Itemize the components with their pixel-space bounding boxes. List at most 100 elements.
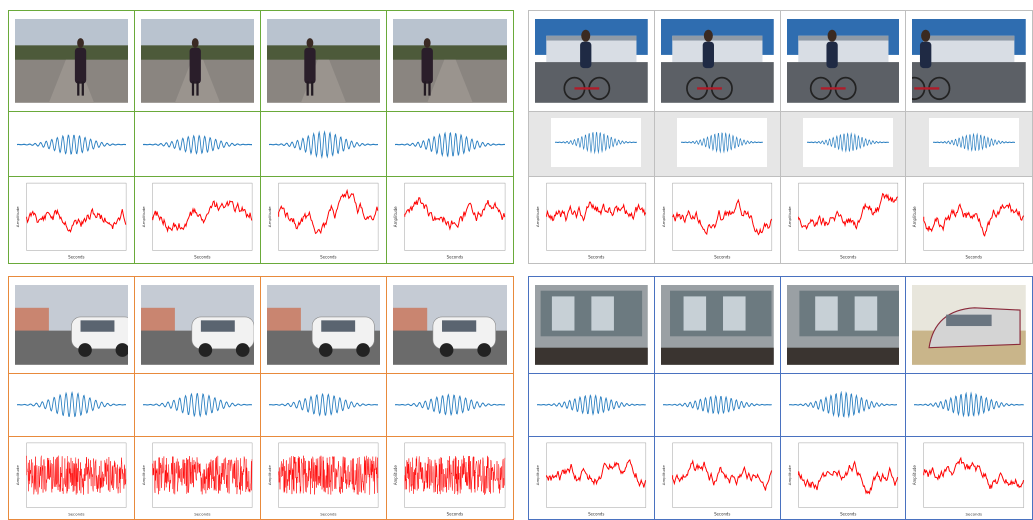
waveform-thumbnail [387, 373, 513, 437]
y-axis-label: Amplitude [661, 206, 666, 227]
y-axis-label: Amplitude [786, 464, 791, 485]
x-axis-label: Seconds [588, 511, 604, 516]
y-axis-label: Amplitude [141, 464, 146, 485]
frame-thumbnail [9, 11, 135, 112]
x-axis-label: Seconds [447, 255, 463, 260]
waveform-box [802, 118, 893, 167]
x-axis-label: Seconds [447, 511, 463, 516]
frame-thumbnail [529, 277, 655, 374]
amplitude-plot: Seconds Amplitude [139, 179, 256, 261]
wave-trace [806, 132, 889, 154]
scene-image [535, 285, 648, 365]
x-axis-label: Seconds [714, 511, 730, 516]
signal-plot: Seconds Amplitude [780, 177, 907, 263]
x-axis-label: Seconds [840, 255, 856, 260]
signal-trace [671, 198, 772, 236]
waveform-thumbnail [529, 111, 655, 178]
wave-trace [932, 132, 1016, 153]
signal-plot: Seconds Amplitude [261, 436, 387, 519]
signal-plot: Seconds Amplitude [9, 436, 135, 519]
signal-plot: Seconds Amplitude [261, 177, 387, 263]
scene-image [141, 285, 254, 365]
x-axis-label: Seconds [840, 511, 856, 516]
signal-trace [797, 193, 898, 231]
waveform-thumbnail [780, 373, 907, 437]
signal-plot: Seconds Amplitude [9, 177, 135, 263]
signal-plot: Seconds Amplitude [135, 177, 261, 263]
x-axis-label: Seconds [714, 255, 730, 260]
waveform-plot [662, 382, 772, 428]
x-axis-label: Seconds [68, 511, 84, 516]
scene-image [786, 19, 900, 103]
signal-plot: Seconds Amplitude [529, 177, 655, 263]
wave-trace [395, 131, 505, 158]
waveform-plot [914, 382, 1024, 428]
y-axis-label: Amplitude [393, 206, 398, 227]
frame-thumbnail [9, 277, 135, 374]
waveform-plot [143, 382, 252, 428]
panel-cyclist: Seconds Amplitude Seconds Amplitude Seconds A… [528, 10, 1033, 264]
y-axis-label: Amplitude [535, 464, 540, 485]
scene-image [267, 285, 380, 365]
waveform-thumbnail [135, 373, 261, 437]
waveform-thumbnail [906, 111, 1032, 178]
waveform-box [677, 118, 768, 167]
scene-image [393, 19, 507, 103]
waveform-plot [537, 382, 646, 428]
waveform-thumbnail [261, 111, 387, 178]
amplitude-plot: Seconds Amplitude [659, 439, 776, 517]
amplitude-plot: Seconds Amplitude [265, 179, 382, 261]
wave-trace [662, 394, 772, 415]
scene-image [267, 19, 380, 103]
wave-trace [395, 393, 505, 417]
y-axis-label: Amplitude [393, 464, 398, 485]
scene-image [912, 19, 1026, 103]
waveform-plot [788, 382, 898, 428]
x-axis-label: Seconds [966, 511, 982, 516]
signal-plot: Seconds Amplitude [529, 436, 655, 519]
frame-thumbnail [261, 11, 387, 112]
amplitude-plot: Seconds Amplitude [265, 439, 382, 517]
frame-thumbnail [780, 11, 907, 112]
waveform-plot [17, 382, 126, 428]
signal-trace [278, 189, 379, 235]
signal-plot: Seconds Amplitude [654, 177, 781, 263]
signal-plot: Seconds Amplitude [135, 436, 261, 519]
y-axis-label: Amplitude [535, 206, 540, 227]
waveform-box [928, 118, 1020, 167]
y-axis-label: Amplitude [786, 206, 791, 227]
x-axis-label: Seconds [588, 255, 604, 260]
waveform-thumbnail [654, 111, 781, 178]
amplitude-plot: Seconds Amplitude [533, 439, 650, 517]
waveform-plot [395, 120, 505, 169]
signal-plot: Seconds Amplitude [780, 436, 907, 519]
signal-trace [671, 458, 772, 491]
amplitude-plot: Seconds Amplitude [785, 439, 902, 517]
scene-image [660, 19, 774, 103]
panel-car: Seconds Amplitude Seconds Amplitude Seconds A… [8, 276, 514, 520]
frame-thumbnail [387, 11, 513, 112]
wave-trace [269, 129, 378, 159]
amplitude-plot: Seconds Amplitude [659, 179, 776, 261]
signal-plot: Seconds Amplitude [654, 436, 781, 519]
frame-thumbnail [135, 277, 261, 374]
x-axis-label: Seconds [966, 255, 982, 260]
signal-plot: Seconds Amplitude [906, 177, 1032, 263]
amplitude-plot: Seconds Amplitude [910, 439, 1028, 517]
scene-image [141, 19, 254, 103]
waveform-thumbnail [9, 111, 135, 178]
waveform-thumbnail [654, 373, 781, 437]
wave-trace [143, 133, 252, 155]
signal-trace [923, 202, 1025, 238]
scene-image [535, 19, 648, 103]
waveform-thumbnail [529, 373, 655, 437]
scene-image [393, 285, 507, 365]
signal-trace [404, 197, 506, 232]
signal-plot: Seconds Amplitude [387, 177, 513, 263]
waveform-thumbnail [9, 373, 135, 437]
waveform-plot [269, 382, 378, 428]
amplitude-plot: Seconds Amplitude [910, 179, 1028, 261]
x-axis-label: Seconds [320, 255, 336, 260]
frame-thumbnail [780, 277, 907, 374]
signal-trace [26, 207, 127, 234]
